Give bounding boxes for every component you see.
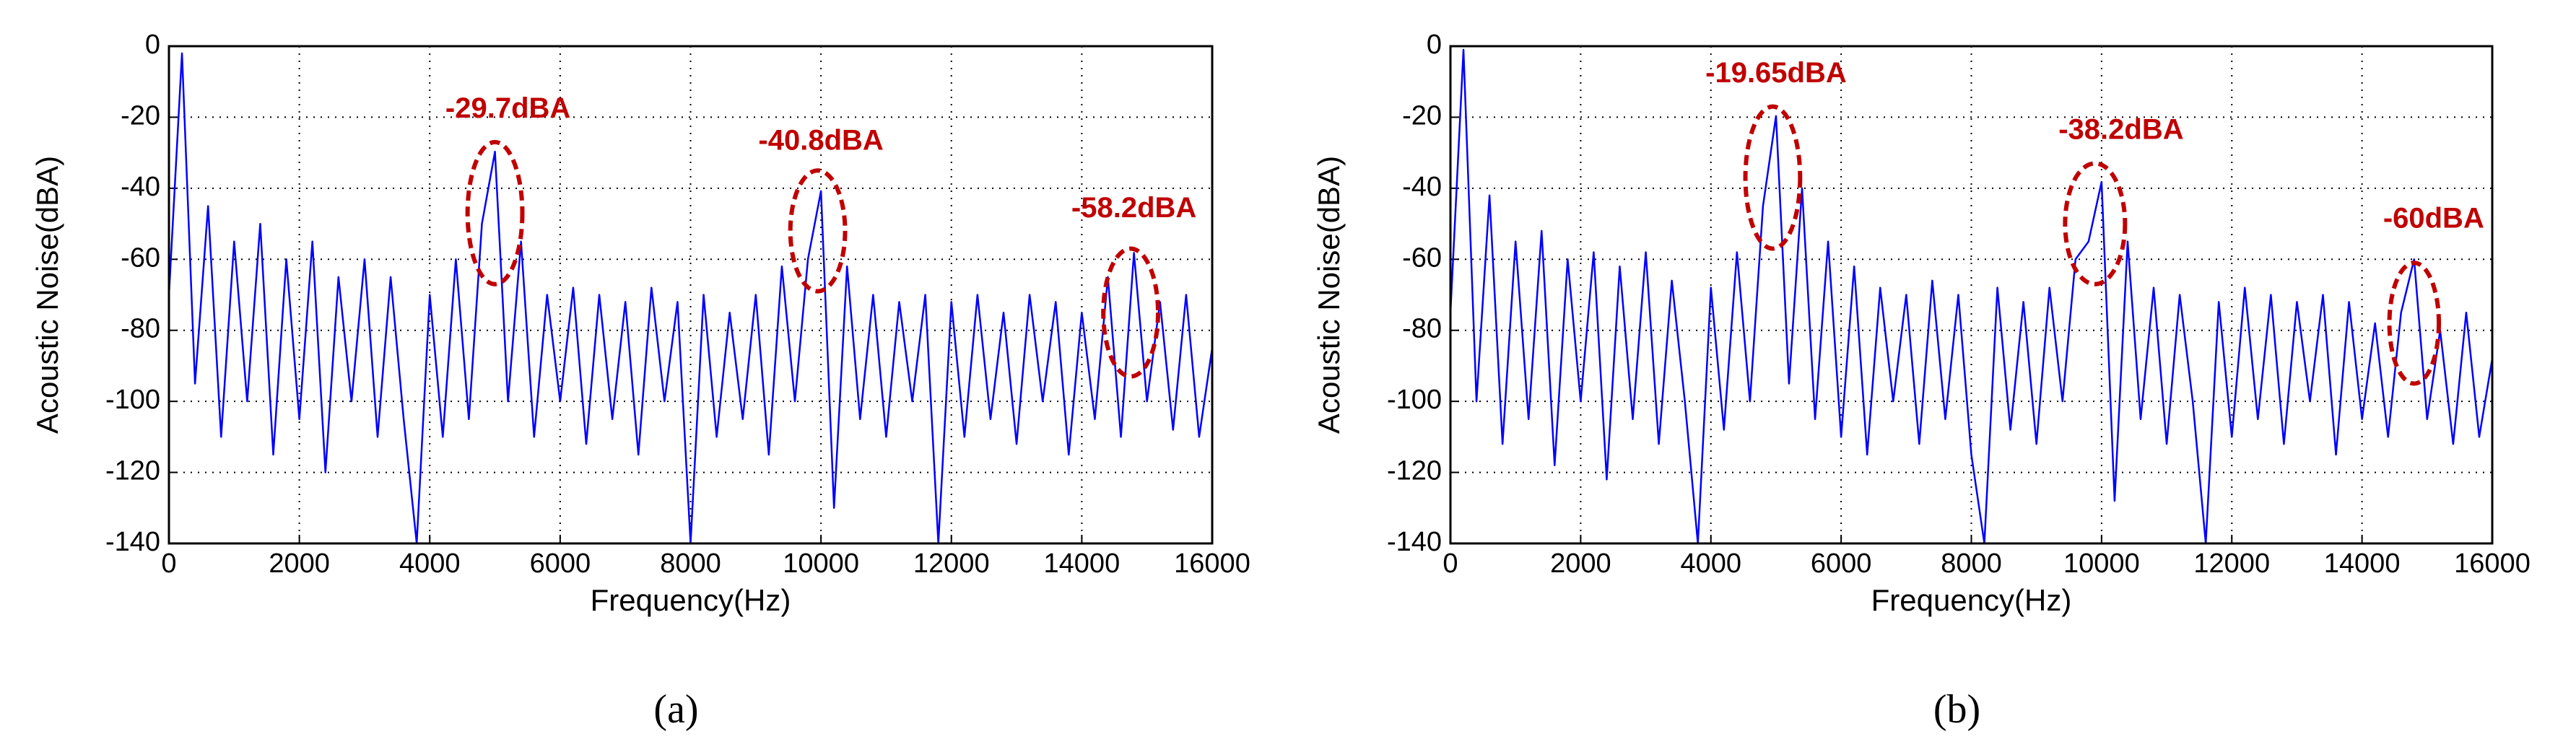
x-tick-label: 10000 [2063,548,2140,579]
x-tick-label: 14000 [2324,548,2401,579]
y-tick-label: -60 [121,242,160,273]
panel-caption: (a) [653,687,698,732]
x-tick-label: 12000 [913,548,990,579]
panel-caption: (b) [1933,687,1980,732]
plot-area [169,46,1212,543]
y-tick-label: -40 [121,172,160,202]
x-tick-label: 0 [1443,548,1458,579]
x-tick-label: 12000 [2193,548,2270,579]
annotation-ellipse [2063,161,2128,287]
y-tick-label: -100 [105,385,160,415]
x-tick-label: 4000 [399,548,461,579]
x-axis-label: Frequency(Hz) [591,583,791,617]
x-tick-label: 4000 [1680,548,1741,579]
y-tick-label: -60 [1402,242,1442,273]
y-tick-label: -140 [1387,527,1442,557]
x-tick-label: 8000 [1941,548,2002,579]
y-tick-label: -80 [121,314,160,344]
x-tick-label: 16000 [1174,548,1250,579]
y-tick-label: -120 [105,456,160,486]
annotation: -38.2dBA [2058,114,2183,146]
y-tick-label: 0 [1427,30,1442,60]
annotation-ellipse [788,168,848,294]
annotation-ellipse [1101,246,1161,379]
spectrum-line [1449,48,2494,545]
x-tick-label: 16000 [2454,548,2531,579]
y-tick-label: -100 [1387,385,1442,415]
y-tick-label: -20 [1402,100,1442,131]
y-tick-label: -40 [1402,172,1442,202]
x-tick-label: 6000 [1811,548,1872,579]
x-tick-label: 2000 [269,548,330,579]
annotation-ellipse [1743,104,1803,251]
annotation: -40.8dBA [758,124,883,156]
y-tick-label: -20 [121,100,160,131]
annotation: -60dBA [2383,203,2484,235]
annotation: -29.7dBA [445,92,570,124]
x-tick-label: 14000 [1044,548,1121,579]
x-tick-label: 10000 [783,548,859,579]
y-tick-label: -120 [1387,456,1442,486]
x-axis-label: Frequency(Hz) [1871,583,2072,617]
axes-frame [1449,45,2494,545]
annotation-ellipse [465,139,525,287]
x-tick-label: 2000 [1550,548,1611,579]
y-tick-label: -80 [1402,314,1442,344]
y-tick-label: 0 [145,30,160,60]
annotation: -19.65dBA [1705,57,1847,89]
x-tick-label: 8000 [660,548,721,579]
axes-frame [167,45,1214,545]
annotation: -58.2dBA [1071,192,1196,224]
x-tick-label: 0 [161,548,176,579]
y-tick-label: -140 [105,527,160,557]
y-axis-label: Acoustic Noise(dBA) [30,156,64,434]
x-tick-label: 6000 [530,548,591,579]
annotation-ellipse [2387,261,2442,386]
y-axis-label: Acoustic Noise(dBA) [1312,156,1346,434]
